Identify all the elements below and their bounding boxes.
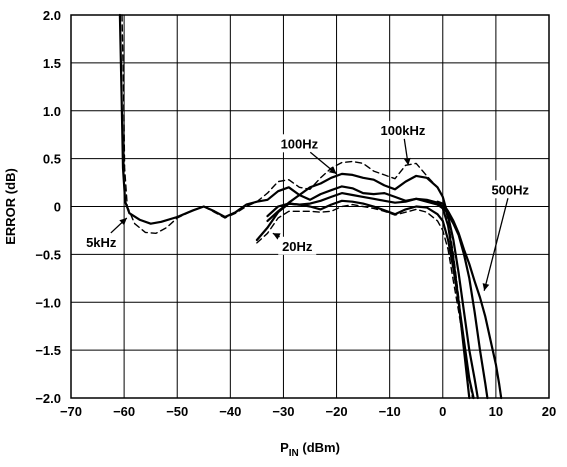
annotation-20hz: 20Hz	[282, 239, 313, 254]
y-tick-label: 2.0	[43, 8, 61, 23]
annotation-5khz: 5kHz	[86, 235, 117, 250]
y-axis-label: ERROR (dB)	[3, 168, 18, 245]
annotation-100hz: 100Hz	[281, 136, 319, 151]
y-tick-label: 0	[54, 200, 61, 215]
x-tick-label: 10	[489, 404, 503, 419]
annotation-layer: 5kHz 100Hz 100kHz 500Hz 20Hz	[82, 120, 534, 291]
y-tick-label: −0.5	[35, 247, 61, 262]
series-line-500hz	[436, 200, 503, 400]
y-tick-label: 1.0	[43, 104, 61, 119]
x-tick-labels: −70 −60 −50 −40 −30 −20 −10 0 10 20	[60, 404, 556, 419]
annotation-pointer	[483, 198, 509, 291]
x-tick-label: 20	[542, 404, 556, 419]
y-tick-label: −2.0	[35, 391, 61, 406]
x-tick-label: 0	[439, 404, 446, 419]
x-tick-label: −20	[326, 404, 348, 419]
annotation-arrowhead	[272, 233, 281, 240]
x-tick-label: −70	[60, 404, 82, 419]
annotation-bg	[375, 120, 430, 139]
annotation-arrowhead	[328, 166, 337, 174]
series-line-dashed	[121, 14, 470, 399]
annotation-arrowhead	[482, 283, 490, 291]
series-line-100hz	[266, 172, 479, 400]
y-tick-label: 0.5	[43, 152, 61, 167]
annotation-bg	[82, 232, 121, 251]
y-tick-label: 1.5	[43, 56, 61, 71]
plot-frame	[70, 14, 550, 399]
x-tick-label: −30	[272, 404, 294, 419]
series-layer	[118, 13, 503, 400]
y-tick-labels: 2.0 1.5 1.0 0.5 0 −0.5 −1.0 −1.5 −2.0	[35, 8, 61, 406]
y-tick-label: −1.5	[35, 343, 61, 358]
annotation-500hz: 500Hz	[491, 182, 529, 197]
x-tick-label: −40	[219, 404, 241, 419]
series-line-2	[255, 199, 475, 400]
x-tick-label: −60	[113, 404, 135, 419]
x-axis-label: PIN (dBm)	[280, 440, 340, 459]
annotation-bg	[487, 180, 534, 199]
y-tick-label: −1.0	[35, 295, 61, 310]
series-line-100khz	[266, 192, 489, 400]
annotation-bg	[276, 134, 323, 153]
series-line-20hz	[256, 203, 474, 399]
x-tick-label: −50	[166, 404, 188, 419]
annotation-bg	[278, 236, 317, 255]
annotation-arrowhead	[403, 157, 411, 166]
annotation-arrowhead	[119, 218, 127, 226]
x-tick-label: −10	[379, 404, 401, 419]
annotation-100khz: 100kHz	[381, 123, 426, 138]
